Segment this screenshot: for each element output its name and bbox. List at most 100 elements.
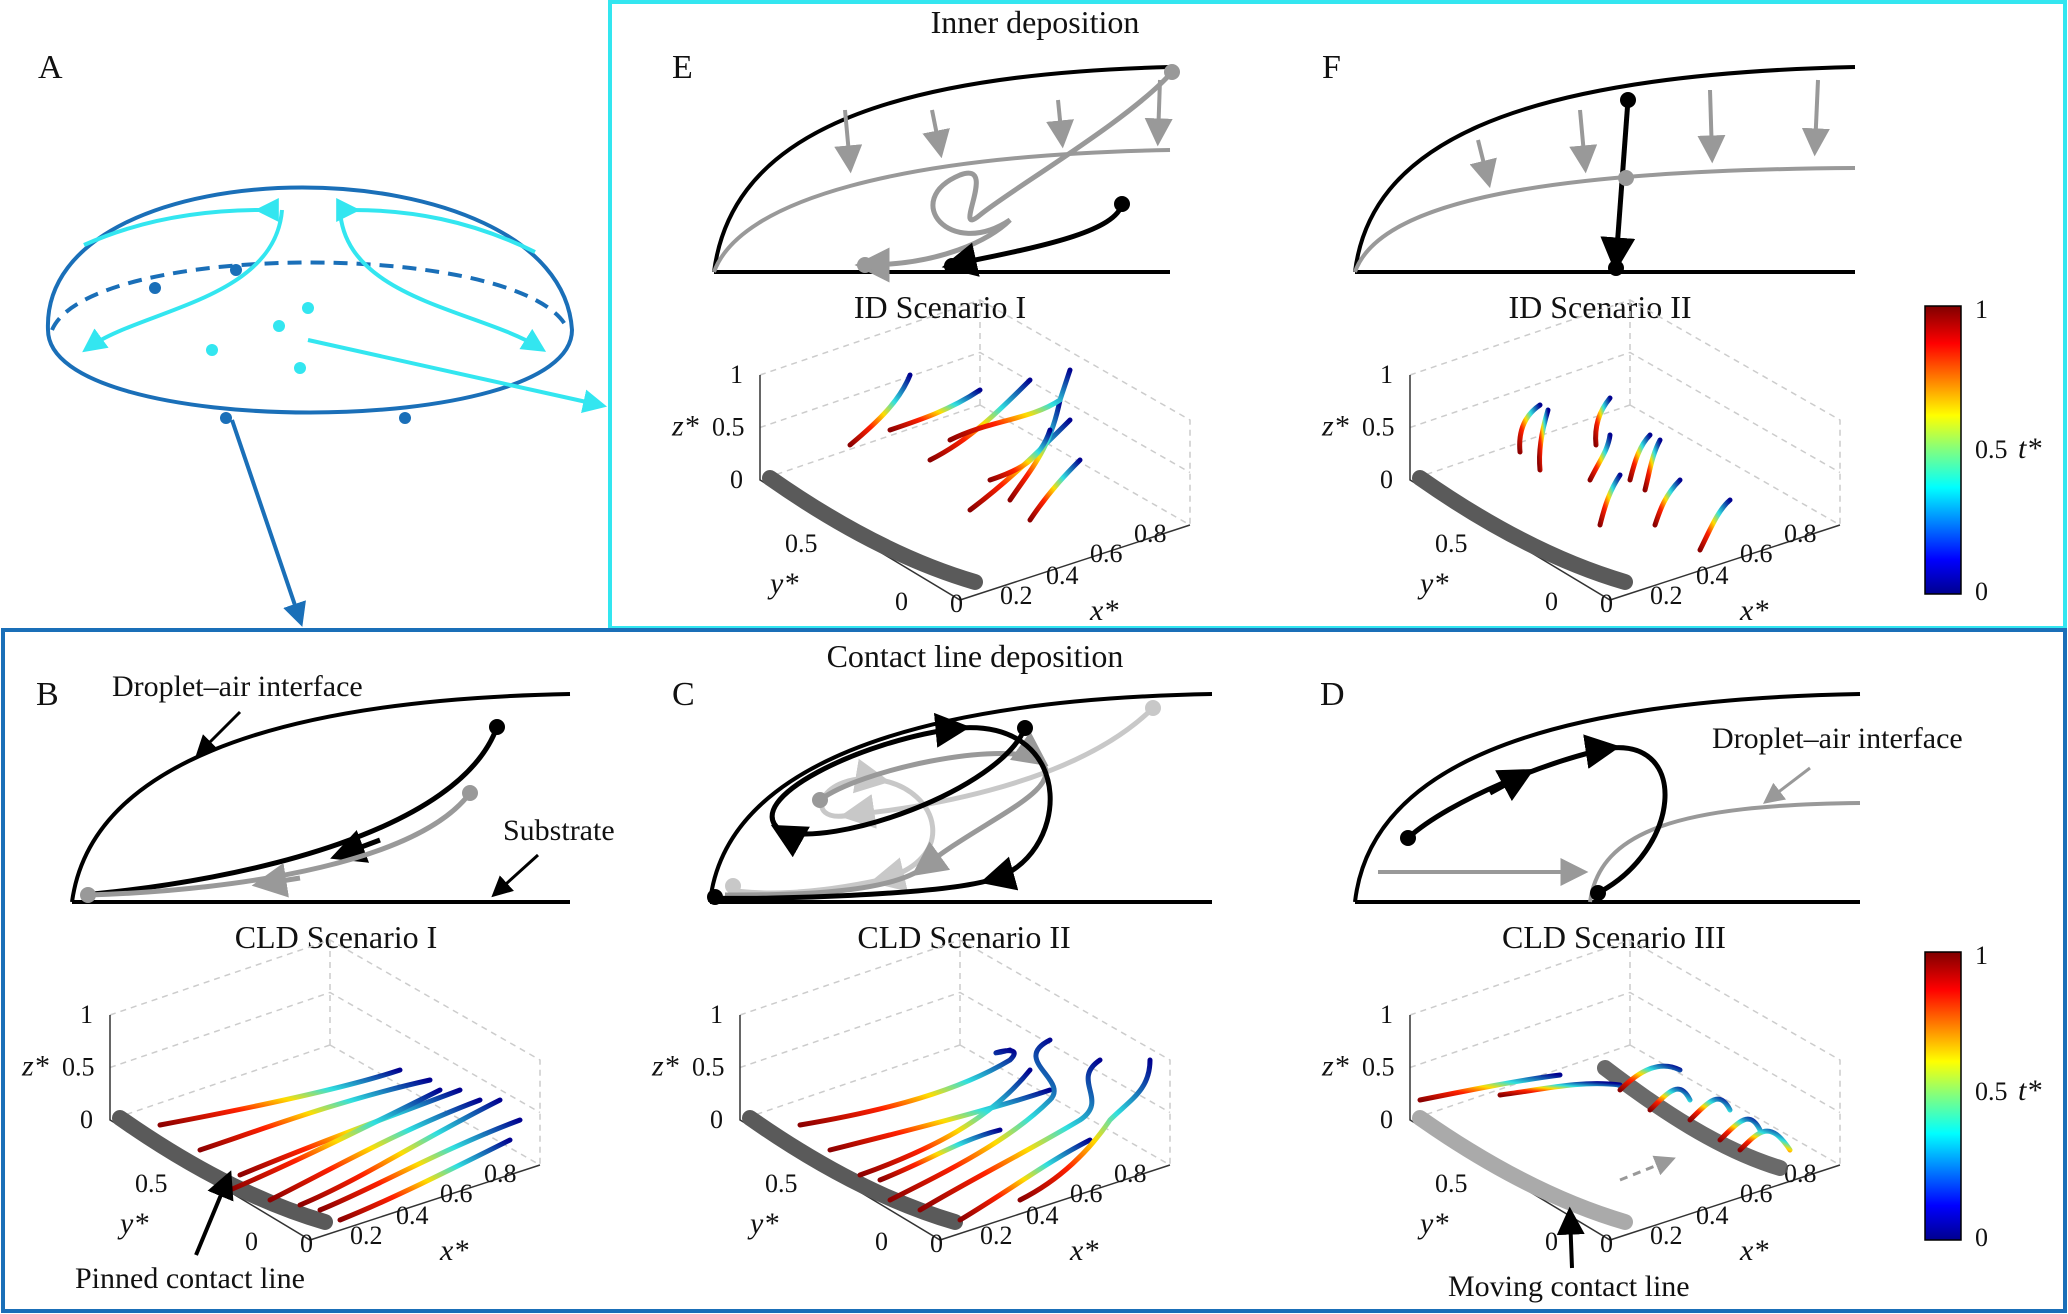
trajectory-start-dot xyxy=(1400,830,1416,846)
z-axis-label: z* xyxy=(1321,410,1349,443)
grid-line xyxy=(739,991,1171,1114)
y-tick: 0.5 xyxy=(1435,529,1468,558)
plot3d-b: 1 0.5 0 z* 0.5 0 y* 0 0.2 0.4 0.6 0.8 x* xyxy=(21,939,541,1267)
gray-trajectory-b xyxy=(87,791,473,898)
z-axis-label: z* xyxy=(1321,1050,1349,1083)
gray-trajectory-b-arrow xyxy=(251,862,301,898)
z-tick: 0 xyxy=(80,1105,93,1134)
trajectory-end-dot xyxy=(857,257,873,273)
trajectory-start-dot xyxy=(462,785,478,801)
cld-title: Contact line deposition xyxy=(827,638,1124,674)
particle-trajectory xyxy=(1027,457,1083,523)
grid-line xyxy=(759,351,1191,474)
z-tick: 0.5 xyxy=(1362,1053,1395,1082)
x-tick: 0.4 xyxy=(1046,561,1079,590)
x-tick: 0 xyxy=(300,1229,313,1258)
annotation-interface-b: Droplet–air interface xyxy=(112,670,363,703)
particle-trajectory xyxy=(237,1087,463,1178)
particle-trajectory xyxy=(227,1087,443,1193)
y-tick: 0 xyxy=(895,587,908,616)
grid-line xyxy=(739,940,1171,1166)
colorbar-top: 1 0.5 0 t* xyxy=(1924,295,2041,606)
particle-trajectory xyxy=(1697,497,1733,553)
trajectory-start-dot xyxy=(1114,196,1130,212)
particle-trajectory xyxy=(1587,432,1613,483)
colorbar-gradient xyxy=(1924,305,1962,595)
x-tick: 0.2 xyxy=(350,1221,383,1250)
panel-d: D Droplet–air interface CLD Scenario III xyxy=(1320,676,1963,955)
trajectory-end-dot xyxy=(80,887,96,903)
flow-line-top-right xyxy=(336,197,536,254)
grid-line xyxy=(739,939,1171,1165)
z-tick: 0 xyxy=(1380,1105,1393,1134)
y-tick: 0.5 xyxy=(1435,1169,1468,1198)
panel-letter-d: D xyxy=(1320,676,1345,713)
scenario-label-e: ID Scenario I xyxy=(854,289,1026,325)
particle-trajectory xyxy=(887,387,983,433)
z-tick: 0 xyxy=(730,465,743,494)
y-axis-label: y* xyxy=(767,567,798,600)
x-tick: 0.6 xyxy=(1740,539,1773,568)
particle-dot xyxy=(399,412,411,424)
particle-trajectory xyxy=(857,1067,1033,1178)
particle-trajectory xyxy=(987,427,1053,483)
particle-trajectory xyxy=(1007,397,1063,503)
interface-motion-arrow xyxy=(1569,109,1598,174)
contact-line-motion-arrow xyxy=(1619,1155,1676,1182)
x-tick: 0.4 xyxy=(1696,1201,1729,1230)
x-tick: 0.8 xyxy=(1134,519,1167,548)
particle-trajectory xyxy=(877,1127,1003,1183)
colorbar-tick: 1 xyxy=(1975,941,1988,970)
y-tick: 0 xyxy=(245,1227,258,1256)
particle-trajectory xyxy=(827,1087,1053,1153)
panel-e: E ID Scenario I xyxy=(672,49,1180,325)
particle-trajectory xyxy=(1647,1086,1693,1113)
x-tick: 0.6 xyxy=(1090,539,1123,568)
colorbar-tick: 0.5 xyxy=(1975,1077,2008,1106)
contact-line xyxy=(742,1110,963,1230)
grid-line xyxy=(1409,991,1841,1114)
plot3d-d: 1 0.5 0 z* 0.5 0 y* 0 0.2 0.4 0.6 0.8 x* xyxy=(1321,939,1841,1267)
z-tick: 1 xyxy=(80,1000,93,1029)
droplet-dashed-rim xyxy=(50,260,570,331)
particle-trajectory xyxy=(917,1057,1103,1213)
particle-dot xyxy=(149,282,161,294)
z-tick: 0.5 xyxy=(692,1053,725,1082)
trajectory-end-dot xyxy=(1590,885,1606,901)
colorbar-label: t* xyxy=(2018,432,2041,465)
droplet-interface-e xyxy=(712,65,1171,273)
panel-c: C CLD Scenario II xyxy=(672,676,1213,955)
y-axis-label: y* xyxy=(1417,1207,1448,1240)
lightgray-trajectory-c xyxy=(729,706,1155,896)
grid-line xyxy=(1409,300,1841,526)
x-axis-label: x* xyxy=(1069,1234,1098,1267)
trajectory-end-dot xyxy=(1608,260,1624,276)
grid-line xyxy=(109,991,541,1114)
contact-line xyxy=(1412,470,1633,590)
x-axis-label: x* xyxy=(1739,1234,1768,1267)
colorbar-bottom: 1 0.5 0 t* xyxy=(1924,941,2041,1252)
annotation-substrate-b: Substrate xyxy=(503,814,615,847)
particle-trajectory xyxy=(1497,1081,1623,1098)
contact-line-deposition-box xyxy=(1,628,2067,1313)
grid-line xyxy=(759,300,1191,526)
y-tick: 0 xyxy=(875,1227,888,1256)
particle-trajectory xyxy=(1687,1096,1733,1123)
trajectory-mid-dot xyxy=(1618,170,1634,186)
particle-trajectory xyxy=(887,1037,1057,1203)
grid-line xyxy=(1409,299,1841,525)
interface-motion-arrow xyxy=(1469,139,1497,189)
annotation-arrow xyxy=(491,853,540,898)
z-tick: 0.5 xyxy=(62,1053,95,1082)
plot3d-f: 1 0.5 0 z* 0.5 0 y* 0 0.2 0.4 0.6 0.8 x* xyxy=(1321,299,1841,627)
black-trajectory-d xyxy=(1406,734,1668,896)
z-tick: 1 xyxy=(730,360,743,389)
particle-dot xyxy=(294,362,306,374)
particle-trajectory xyxy=(337,1137,513,1223)
annotation-pinned-contact-line: Pinned contact line xyxy=(75,1262,305,1295)
particle-dot xyxy=(206,344,218,356)
panel-letter-f: F xyxy=(1322,49,1341,86)
colorbar-tick: 1 xyxy=(1975,295,1988,324)
particle-trajectory xyxy=(1717,1116,1763,1143)
y-tick: 0.5 xyxy=(765,1169,798,1198)
